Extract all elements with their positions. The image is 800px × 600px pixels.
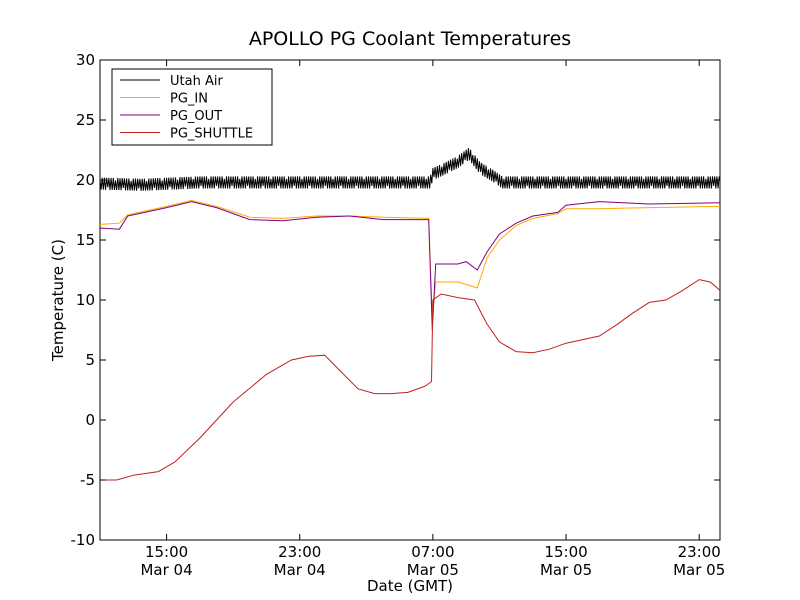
legend: Utah Air PG_IN PG_OUT PG_SHUTTLE xyxy=(111,68,273,146)
x-tick-label-time: 23:00 xyxy=(678,543,721,561)
x-tick-label-date: Mar 05 xyxy=(673,561,725,579)
legend-label: PG_OUT xyxy=(170,109,222,124)
y-tick-label: -5 xyxy=(80,471,95,489)
y-axis-label: Temperature (C) xyxy=(49,239,67,362)
y-tick-label: 10 xyxy=(76,291,95,309)
y-tick-label: 0 xyxy=(85,411,95,429)
x-tick-label-time: 15:00 xyxy=(544,543,587,561)
series-line-pg-shuttle xyxy=(100,279,721,481)
y-tick-label: 20 xyxy=(76,171,95,189)
legend-label: PG_IN xyxy=(170,92,208,107)
y-tick-label: 15 xyxy=(76,231,95,249)
series-layer xyxy=(99,147,721,481)
x-axis-label: Date (GMT) xyxy=(367,577,453,595)
x-tick-label-date: Mar 05 xyxy=(407,561,459,579)
x-tick-label-time: 23:00 xyxy=(278,543,321,561)
chart-title: APOLLO PG Coolant Temperatures xyxy=(249,28,571,50)
y-tick-label: 5 xyxy=(85,351,95,369)
x-tick-label-date: Mar 04 xyxy=(140,561,192,579)
y-tick-label: 25 xyxy=(76,111,95,129)
series-line-utah-air xyxy=(99,147,720,191)
y-tick-label: 30 xyxy=(76,51,95,69)
x-tick-label-time: 15:00 xyxy=(145,543,188,561)
x-tick-label-date: Mar 05 xyxy=(540,561,592,579)
x-tick-label-date: Mar 04 xyxy=(274,561,326,579)
legend-label: PG_SHUTTLE xyxy=(170,127,253,142)
x-tick-label-time: 07:00 xyxy=(411,543,454,561)
legend-label: Utah Air xyxy=(170,74,223,89)
y-tick-label: -10 xyxy=(71,531,96,549)
